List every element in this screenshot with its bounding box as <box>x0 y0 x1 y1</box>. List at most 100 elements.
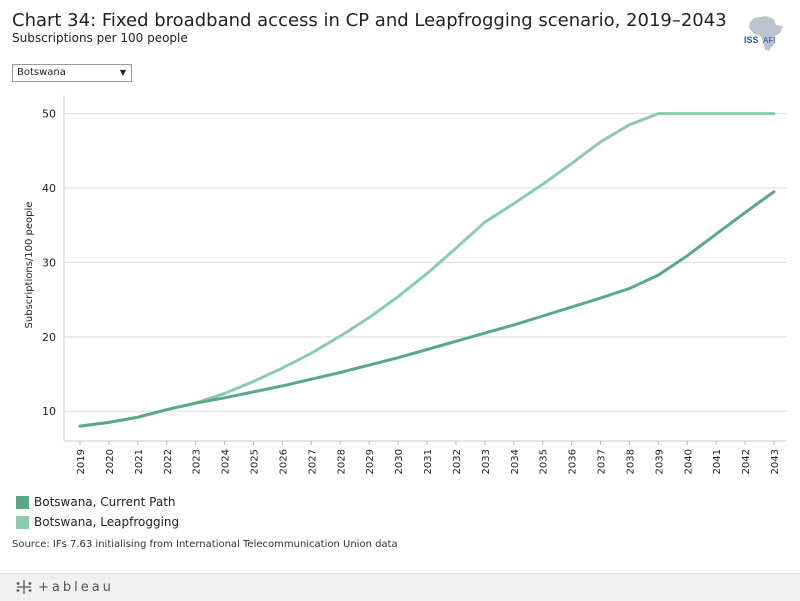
data-point-leapfrogging-2025[interactable] <box>248 376 260 388</box>
x-tick-label-2039: 2039 <box>654 449 665 474</box>
data-point-current-path-2020[interactable] <box>103 416 115 428</box>
tableau-wordmark: +ableau <box>38 579 114 595</box>
logo-text-afi: AFI <box>763 36 775 45</box>
x-tick-label-2019: 2019 <box>76 449 87 474</box>
gridlines <box>63 95 787 442</box>
x-tick-label-2024: 2024 <box>221 449 232 474</box>
legend-swatch-current-path <box>16 495 29 509</box>
data-point-current-path-2026[interactable] <box>276 380 288 392</box>
logo-text-iss: ISS <box>744 35 759 45</box>
y-axis-label: Subscriptions/100 people <box>24 202 35 329</box>
series-current-path <box>74 186 780 432</box>
x-tick-label-2021: 2021 <box>134 449 145 474</box>
country-filter-dropdown[interactable]: Botswana ▼ <box>12 64 132 82</box>
africa-map-icon <box>749 16 783 51</box>
tableau-footer: +ableau <box>0 573 800 601</box>
data-point-leapfrogging-2038[interactable] <box>623 119 635 131</box>
x-tick-label-2032: 2032 <box>452 449 463 474</box>
data-point-current-path-2021[interactable] <box>132 411 144 423</box>
x-tick-label-2029: 2029 <box>365 449 376 474</box>
data-point-leapfrogging-2043[interactable] <box>768 108 780 120</box>
data-point-leapfrogging-2034[interactable] <box>508 198 520 210</box>
x-tick-label-2033: 2033 <box>481 449 492 474</box>
source-note: Source: IFs 7.63 initialising from Inter… <box>12 539 398 550</box>
tableau-brand[interactable]: +ableau <box>14 578 114 596</box>
series-leapfrogging <box>78 108 780 428</box>
data-point-leapfrogging-2029[interactable] <box>363 312 375 324</box>
x-tick-label-2041: 2041 <box>712 449 723 474</box>
y-tick-label-30: 30 <box>42 256 56 269</box>
legend-label-leapfrogging: Botswana, Leapfrogging <box>34 515 180 529</box>
data-point-current-path-2023[interactable] <box>190 397 202 409</box>
data-point-leapfrogging-2037[interactable] <box>595 136 607 148</box>
data-point-leapfrogging-2032[interactable] <box>450 242 462 254</box>
data-point-current-path-2025[interactable] <box>248 386 260 398</box>
data-point-leapfrogging-2040[interactable] <box>681 108 693 120</box>
data-point-current-path-2030[interactable] <box>392 352 404 364</box>
data-point-current-path-2037[interactable] <box>595 292 607 304</box>
x-tick-label-2037: 2037 <box>597 449 608 474</box>
x-tick-label-2038: 2038 <box>625 449 636 474</box>
data-point-current-path-2027[interactable] <box>305 373 317 385</box>
data-point-current-path-2033[interactable] <box>479 327 491 339</box>
chevron-down-icon: ▼ <box>119 68 126 77</box>
x-tick-label-2027: 2027 <box>307 449 318 474</box>
legend-swatch-leapfrogging <box>16 515 29 529</box>
data-point-leapfrogging-2042[interactable] <box>739 108 751 120</box>
x-tick-label-2043: 2043 <box>770 449 781 474</box>
data-point-current-path-2040[interactable] <box>681 250 693 262</box>
chart-subtitle: Subscriptions per 100 people <box>12 31 188 45</box>
x-tick-label-2035: 2035 <box>539 449 550 474</box>
data-point-current-path-2032[interactable] <box>450 335 462 347</box>
x-tick-label-2026: 2026 <box>278 449 289 474</box>
legend-item-current-path[interactable]: Botswana, Current Path <box>16 492 179 512</box>
y-tick-label-40: 40 <box>42 182 56 195</box>
x-tick-label-2023: 2023 <box>192 449 203 474</box>
legend: Botswana, Current Path Botswana, Leapfro… <box>16 492 179 532</box>
legend-label-current-path: Botswana, Current Path <box>34 495 176 509</box>
data-point-current-path-2022[interactable] <box>161 404 173 416</box>
x-tick-label-2040: 2040 <box>683 449 694 474</box>
data-point-leapfrogging-2028[interactable] <box>334 330 346 342</box>
data-point-leapfrogging-2030[interactable] <box>392 291 404 303</box>
x-tick-label-2030: 2030 <box>394 449 405 474</box>
data-point-leapfrogging-2031[interactable] <box>421 268 433 280</box>
series-line-current-path[interactable] <box>78 190 776 428</box>
chart-title: Chart 34: Fixed broadband access in CP a… <box>12 10 727 31</box>
country-filter-value: Botswana <box>17 67 66 78</box>
data-point-current-path-2024[interactable] <box>219 392 231 404</box>
data-point-current-path-2019[interactable] <box>74 420 86 432</box>
x-tick-label-2042: 2042 <box>741 449 752 474</box>
x-tick-label-2034: 2034 <box>510 449 521 474</box>
data-point-leapfrogging-2026[interactable] <box>276 362 288 374</box>
x-tick-label-2022: 2022 <box>163 449 174 474</box>
legend-item-leapfrogging[interactable]: Botswana, Leapfrogging <box>16 512 179 532</box>
x-tick-label-2028: 2028 <box>336 449 347 474</box>
data-point-current-path-2038[interactable] <box>623 283 635 295</box>
data-point-leapfrogging-2033[interactable] <box>479 216 491 228</box>
data-point-current-path-2039[interactable] <box>652 269 664 281</box>
data-point-leapfrogging-2027[interactable] <box>305 347 317 359</box>
y-tick-label-10: 10 <box>42 405 56 418</box>
iss-africa-logo: ISS AFI <box>744 16 783 51</box>
data-point-leapfrogging-2041[interactable] <box>710 108 722 120</box>
y-tick-label-20: 20 <box>42 331 56 344</box>
data-point-current-path-2034[interactable] <box>508 319 520 331</box>
x-tick-label-2025: 2025 <box>250 449 261 474</box>
x-tick-label-2031: 2031 <box>423 449 434 474</box>
data-point-current-path-2028[interactable] <box>334 367 346 379</box>
data-point-current-path-2035[interactable] <box>537 310 549 322</box>
data-point-leapfrogging-2035[interactable] <box>537 178 549 190</box>
y-axis-ticks: 10 20 30 40 50 <box>42 108 56 419</box>
data-point-current-path-2042[interactable] <box>739 207 751 219</box>
data-point-current-path-2036[interactable] <box>566 301 578 313</box>
data-point-current-path-2031[interactable] <box>421 344 433 356</box>
data-point-current-path-2043[interactable] <box>768 186 780 198</box>
data-point-current-path-2029[interactable] <box>363 359 375 371</box>
data-point-leapfrogging-2036[interactable] <box>566 158 578 170</box>
tableau-logo-icon <box>16 580 32 594</box>
data-point-current-path-2041[interactable] <box>710 228 722 240</box>
x-tick-label-2020: 2020 <box>105 449 116 474</box>
data-point-leapfrogging-2039[interactable] <box>652 108 664 120</box>
